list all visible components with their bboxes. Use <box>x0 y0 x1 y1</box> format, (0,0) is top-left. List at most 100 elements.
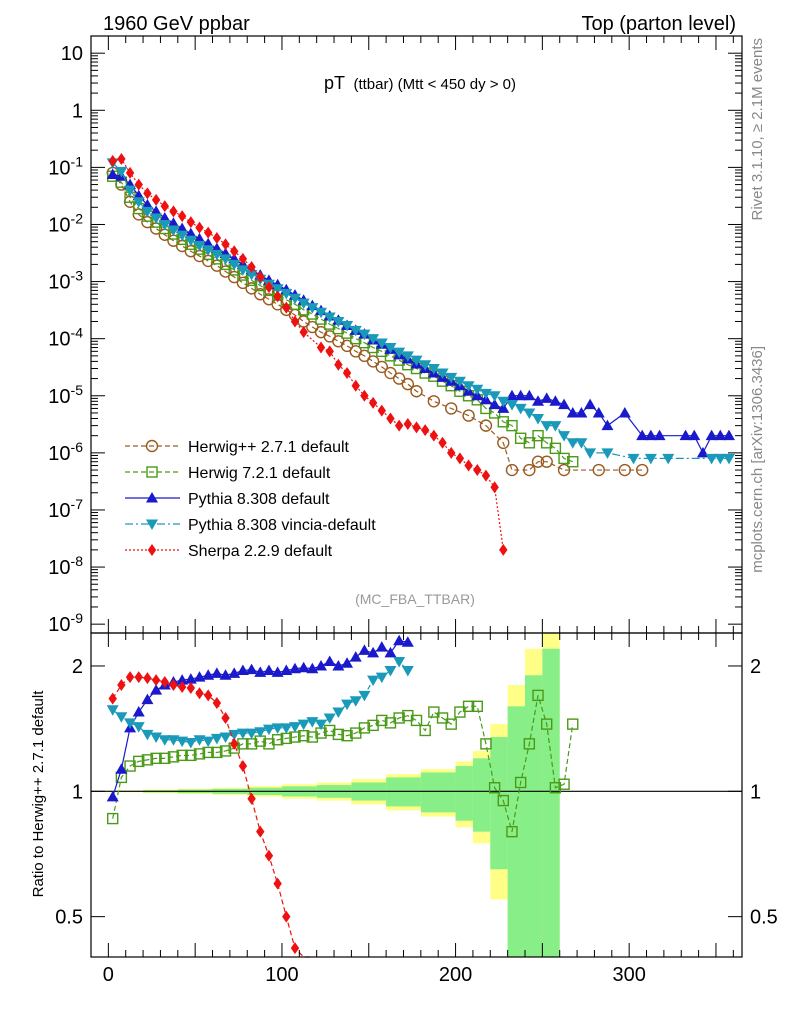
ratio-point <box>324 724 336 737</box>
data-point <box>236 265 249 276</box>
ratio-point <box>193 735 206 746</box>
legend-label: Pythia 8.308 default <box>188 491 330 508</box>
ratio-point <box>384 666 397 677</box>
ratio-point <box>375 672 388 684</box>
ratio-point <box>315 659 328 671</box>
y-tick-label: 10-5 <box>48 382 83 408</box>
data-point <box>601 419 614 431</box>
ratio-point <box>549 782 562 794</box>
ratio-point <box>262 664 275 676</box>
ratio-point <box>219 732 232 744</box>
ratio-point <box>106 812 119 825</box>
ratio-point <box>132 722 145 733</box>
data-point <box>497 436 510 450</box>
data-point <box>549 421 562 432</box>
ratio-point <box>290 942 300 955</box>
ratio-point <box>349 651 362 662</box>
data-point <box>256 271 265 284</box>
data-point <box>567 456 579 468</box>
ratio-point <box>282 910 291 923</box>
ratio-point <box>115 763 128 774</box>
data-point <box>453 376 466 388</box>
data-point <box>523 408 536 419</box>
ratio-point <box>228 729 241 741</box>
ratio-point <box>332 728 345 741</box>
data-point <box>618 406 631 418</box>
ratio-point <box>358 690 371 702</box>
data-point <box>455 452 465 465</box>
data-point <box>722 429 735 441</box>
data-point <box>132 197 145 208</box>
data-point <box>143 187 152 200</box>
data-point <box>540 392 553 403</box>
data-point <box>247 260 256 273</box>
data-point <box>505 400 518 411</box>
legend-entry: Herwig 7.2.1 default <box>125 465 331 482</box>
y-tick-label: 10-3 <box>48 268 83 294</box>
ratio-point <box>160 676 169 689</box>
ratio-point <box>280 723 293 734</box>
legend-entry: Herwig++ 2.7.1 default <box>125 439 350 456</box>
data-point <box>271 284 284 295</box>
plot-title-main: pT <box>324 73 345 93</box>
data-point <box>644 429 657 441</box>
data-point <box>316 341 326 354</box>
ratio-point <box>167 751 180 763</box>
ratio-point <box>323 713 336 724</box>
ratio-point <box>150 684 163 695</box>
data-point <box>238 252 248 265</box>
ratio-point <box>143 672 152 685</box>
data-point <box>332 316 345 328</box>
data-point <box>566 438 579 449</box>
data-point <box>558 431 571 442</box>
data-point <box>532 395 545 406</box>
ratio-point <box>169 679 178 692</box>
uncertainty-band-segment <box>455 766 473 821</box>
legend-label: Pythia 8.308 vincia-default <box>188 517 376 534</box>
ratio-point <box>193 671 206 682</box>
data-point <box>410 355 423 367</box>
legend-label: Herwig 7.2.1 default <box>188 465 331 482</box>
data-point <box>167 225 180 237</box>
data-point <box>193 232 206 244</box>
ratio-point <box>124 718 137 729</box>
ratio-point <box>106 790 119 802</box>
legend: Herwig++ 2.7.1 default Herwig 7.2.1 defau… <box>125 439 376 560</box>
ratio-point <box>151 674 161 687</box>
data-point <box>315 307 328 319</box>
data-point <box>714 429 727 441</box>
x-tick-label: 100 <box>265 964 298 986</box>
ratio-point <box>297 719 310 731</box>
data-point <box>523 463 536 477</box>
data-point <box>384 366 397 380</box>
ratio-point <box>117 679 126 692</box>
ratio-point <box>271 666 284 677</box>
ratio-point <box>271 723 284 734</box>
ratio-point <box>506 825 518 838</box>
ratio-point <box>315 719 328 731</box>
ratio-point <box>210 667 223 678</box>
ratio-point <box>203 689 213 702</box>
ratio-series-line <box>112 640 408 797</box>
ratio-point <box>393 634 406 646</box>
ratio-point <box>176 749 188 762</box>
legend-label: Herwig++ 2.7.1 default <box>188 439 350 456</box>
ratio-y-axis-label: Ratio to Herwig++ 2.7.1 default <box>30 690 47 898</box>
ratio-point <box>341 730 353 742</box>
ratio-point <box>185 749 197 762</box>
ratio-point <box>202 736 215 748</box>
ratio-point <box>273 877 282 890</box>
ratio-point <box>367 675 380 687</box>
data-point <box>117 153 126 166</box>
data-point <box>394 419 404 432</box>
data-point <box>575 438 588 449</box>
data-point <box>323 312 336 323</box>
data-point <box>688 429 701 441</box>
data-point <box>592 406 605 418</box>
ratio-series-3 <box>108 671 313 958</box>
ratio-point <box>184 737 197 749</box>
data-point <box>532 429 544 442</box>
data-point <box>219 254 232 265</box>
x-tick-label: 200 <box>439 964 472 986</box>
x-tick-label: 0 <box>103 964 114 986</box>
